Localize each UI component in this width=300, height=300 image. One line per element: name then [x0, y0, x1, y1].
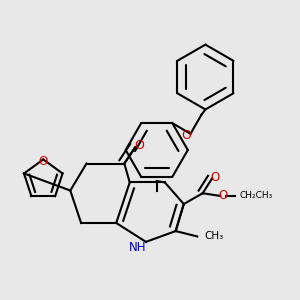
- Text: NH: NH: [129, 241, 147, 254]
- Text: O: O: [39, 155, 48, 168]
- Text: CH₂CH₃: CH₂CH₃: [240, 191, 273, 200]
- Text: O: O: [182, 129, 191, 142]
- Text: O: O: [211, 170, 220, 184]
- Text: O: O: [134, 140, 144, 152]
- Text: CH₃: CH₃: [204, 232, 223, 242]
- Text: O: O: [219, 189, 228, 203]
